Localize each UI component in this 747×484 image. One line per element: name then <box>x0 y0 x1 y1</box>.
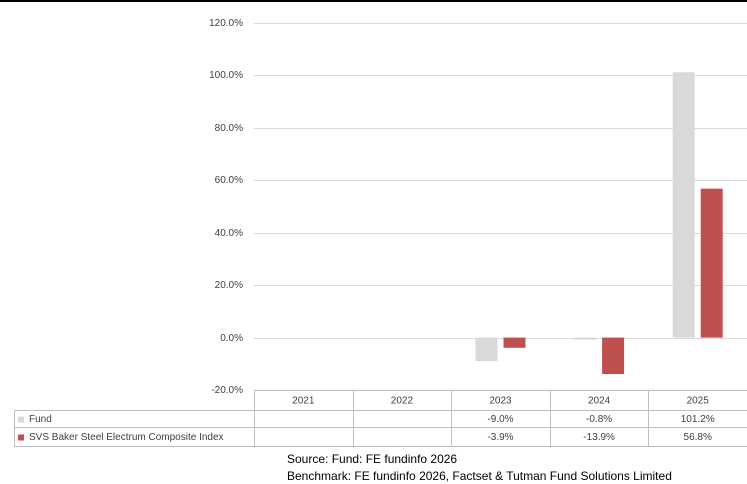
benchmark-data-label: -3.9% <box>487 432 513 443</box>
y-tick-label: 80.0% <box>215 123 243 134</box>
y-tick-label: 100.0% <box>209 70 243 81</box>
benchmark-data-label: -13.9% <box>583 432 615 443</box>
fund-legend-key <box>18 416 24 423</box>
fund-data-label: -0.8% <box>586 414 612 425</box>
fund-bar <box>672 72 695 338</box>
y-tick-label: 60.0% <box>215 175 243 186</box>
x-category-label: 2024 <box>588 396 611 407</box>
benchmark-legend-key <box>18 434 24 441</box>
fund-bar <box>574 337 597 340</box>
y-tick-label: 0.0% <box>220 333 243 344</box>
y-tick-label: 120.0% <box>209 18 243 29</box>
fund-legend-label: Fund <box>29 414 52 425</box>
y-tick-label: -20.0% <box>211 385 243 396</box>
top-rule <box>0 0 747 2</box>
fund-data-label: -9.0% <box>487 414 513 425</box>
benchmark-bar <box>503 337 526 348</box>
x-category-label: 2021 <box>292 396 315 407</box>
y-tick-label: 20.0% <box>215 280 243 291</box>
x-category-label: 2023 <box>489 396 512 407</box>
benchmark-bar <box>602 337 625 375</box>
x-category-label: 2025 <box>687 396 710 407</box>
benchmark-legend-label: SVS Baker Steel Electrum Composite Index <box>29 432 224 443</box>
fund-data-label: 101.2% <box>681 414 715 425</box>
source-benchmark-note: Benchmark: FE fundinfo 2026, Factset & T… <box>287 469 672 483</box>
benchmark-bar <box>700 188 723 338</box>
y-tick-label: 40.0% <box>215 228 243 239</box>
source-fund-note: Source: Fund: FE fundinfo 2026 <box>287 452 458 466</box>
fund-bar <box>475 337 498 362</box>
benchmark-data-label: 56.8% <box>684 432 712 443</box>
x-category-label: 2022 <box>391 396 414 407</box>
